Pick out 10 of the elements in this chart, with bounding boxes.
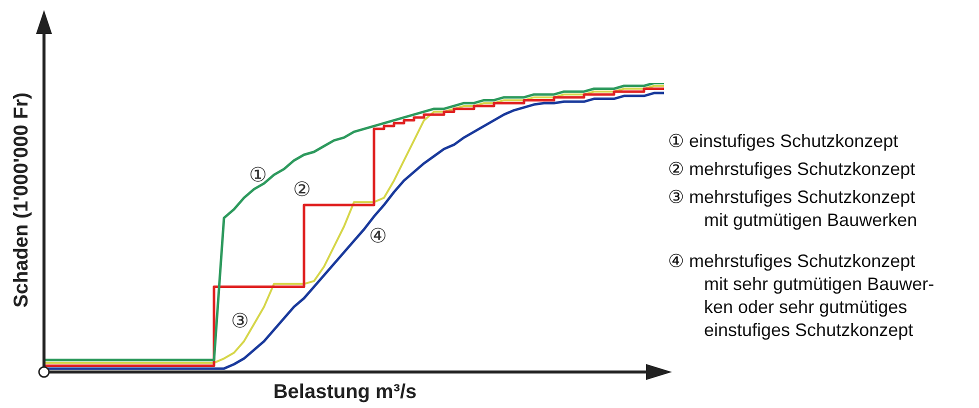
annotation: ④ mehrstufiges Schutzkonzept mit sehr gutmütigen Bauwer- ken oder sehr gutmütiges einstufiges Schutzkonzept: [668, 250, 934, 342]
y-axis-title: Schaden (1'000'000 Fr): [10, 92, 34, 308]
annotation: ① einstufiges Schutzkonzept: [668, 130, 900, 153]
series-label: ①: [249, 162, 267, 186]
series-label: ③: [231, 308, 249, 332]
annotation: ③ mehrstufiges Schutzkonzept mit gutmütigen Bauwerken: [668, 186, 918, 232]
annotation: ② mehrstufiges Schutzkonzept: [668, 158, 916, 181]
series-label: ②: [293, 177, 311, 202]
series-label: ④: [369, 224, 387, 248]
x-axis-title: Belastung m³/s: [273, 381, 417, 404]
